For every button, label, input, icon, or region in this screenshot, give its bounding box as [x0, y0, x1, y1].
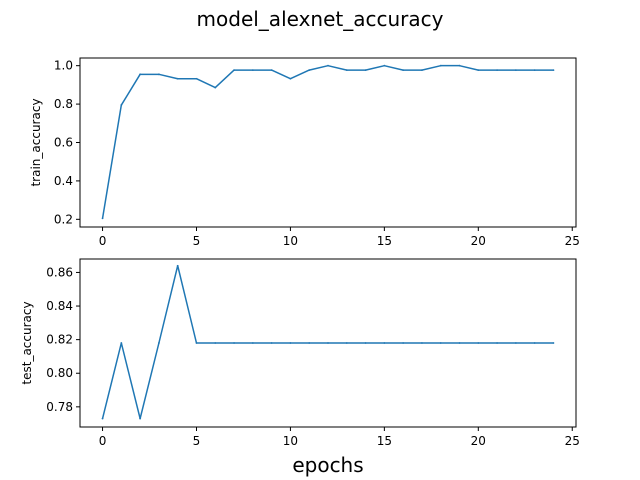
data-point [477, 342, 480, 344]
y-tick-label: 0.4 [54, 174, 73, 188]
data-point [364, 69, 367, 71]
data-point [533, 69, 536, 71]
y-tick-label: 0.82 [46, 333, 73, 347]
data-point [439, 64, 442, 67]
figure-title: model_alexnet_accuracy [197, 7, 444, 31]
y-tick-label: 0.80 [46, 366, 73, 380]
data-point [383, 64, 386, 67]
test-accuracy-panel: 0 5 10 15 20 25 0.78 0.80 0.82 0.84 0.86 test_accur… [20, 258, 580, 448]
data-point [176, 77, 179, 80]
data-point [345, 69, 348, 71]
data-point [176, 264, 179, 267]
x-tick-label: 10 [283, 234, 298, 248]
data-point [402, 69, 405, 71]
data-point [327, 64, 329, 67]
data-point [402, 342, 405, 344]
axes-frame [79, 57, 577, 228]
data-point [514, 342, 517, 344]
data-point [270, 69, 273, 71]
x-tick-label: 5 [193, 234, 201, 248]
data-point [421, 342, 423, 344]
data-point [251, 342, 254, 344]
x-axis-label: epochs [292, 453, 363, 477]
data-point [233, 342, 235, 344]
y-tick-label: 0.6 [54, 136, 73, 150]
x-tick-label: 0 [99, 234, 107, 248]
x-tick-label: 0 [99, 434, 107, 448]
data-point [120, 104, 123, 106]
data-point [101, 217, 104, 220]
y-axis-label: train_accuracy [29, 98, 43, 186]
data-point [270, 342, 273, 344]
data-point [101, 417, 104, 420]
data-point [289, 342, 292, 344]
x-tick-label: 5 [193, 434, 201, 448]
data-point [233, 69, 235, 71]
data-point [533, 342, 536, 344]
data-point [195, 342, 198, 344]
y-tick-label: 0.8 [54, 97, 73, 111]
data-point [383, 342, 386, 344]
data-point [552, 342, 555, 344]
train-accuracy-panel: 0 5 10 15 20 25 0.2 0.4 0.6 0.8 1.0 train_accuracy [29, 57, 580, 248]
data-point [158, 73, 160, 76]
data-point [120, 342, 123, 344]
data-point [364, 342, 367, 344]
y-axis-label: test_accuracy [20, 301, 34, 384]
x-tick-label: 20 [471, 434, 486, 448]
data-point [158, 342, 160, 344]
y-tick-label: 0.2 [54, 212, 73, 226]
data-point [552, 69, 555, 71]
data-point [139, 73, 142, 76]
data-point [289, 77, 292, 80]
data-point [345, 342, 348, 344]
data-point [195, 77, 198, 80]
data-point [458, 64, 461, 67]
x-tick-label: 25 [565, 434, 580, 448]
data-point [477, 69, 480, 71]
data-point [308, 69, 311, 71]
data-point [514, 69, 517, 71]
x-tick-label: 15 [377, 234, 392, 248]
data-point [214, 342, 217, 344]
axes-frame [79, 258, 577, 428]
data-point [458, 342, 461, 344]
data-point [496, 69, 498, 71]
data-point [496, 342, 498, 344]
data-point [327, 342, 329, 344]
data-point [421, 69, 423, 71]
y-tick-label: 1.0 [54, 59, 73, 73]
x-tick-label: 20 [471, 234, 486, 248]
y-tick-label: 0.78 [46, 400, 73, 414]
data-point [439, 342, 442, 344]
y-tick-label: 0.84 [46, 299, 73, 313]
x-tick-label: 15 [377, 434, 392, 448]
data-point [214, 86, 217, 89]
x-tick-label: 25 [565, 234, 580, 248]
data-point [308, 342, 311, 344]
data-point [139, 417, 142, 420]
data-point [251, 69, 254, 71]
x-tick-label: 10 [283, 434, 298, 448]
y-tick-label: 0.86 [46, 265, 73, 279]
